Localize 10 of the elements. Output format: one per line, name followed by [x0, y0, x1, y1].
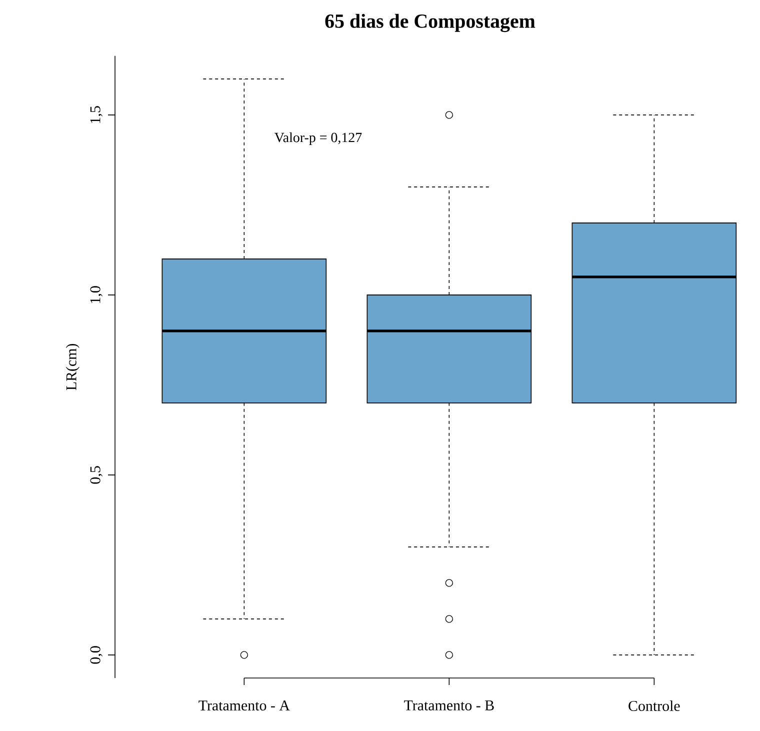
- y-tick-label: 0,5: [90, 466, 102, 484]
- y-tick-label: 1,5: [90, 106, 102, 123]
- y-axis-title: LR(cm): [66, 344, 80, 390]
- annotation: Valor-p = 0,127: [274, 132, 362, 146]
- x-tick-label: Tratamento - B: [404, 700, 494, 710]
- x-tick-label: Controle: [628, 700, 680, 712]
- y-tick-label: 1,0: [90, 286, 102, 303]
- x-tick-label: Tratamento - A: [198, 700, 290, 711]
- y-tick-label: 0,0: [90, 646, 102, 664]
- chart-title: 65 dias de Compostagem: [325, 14, 536, 32]
